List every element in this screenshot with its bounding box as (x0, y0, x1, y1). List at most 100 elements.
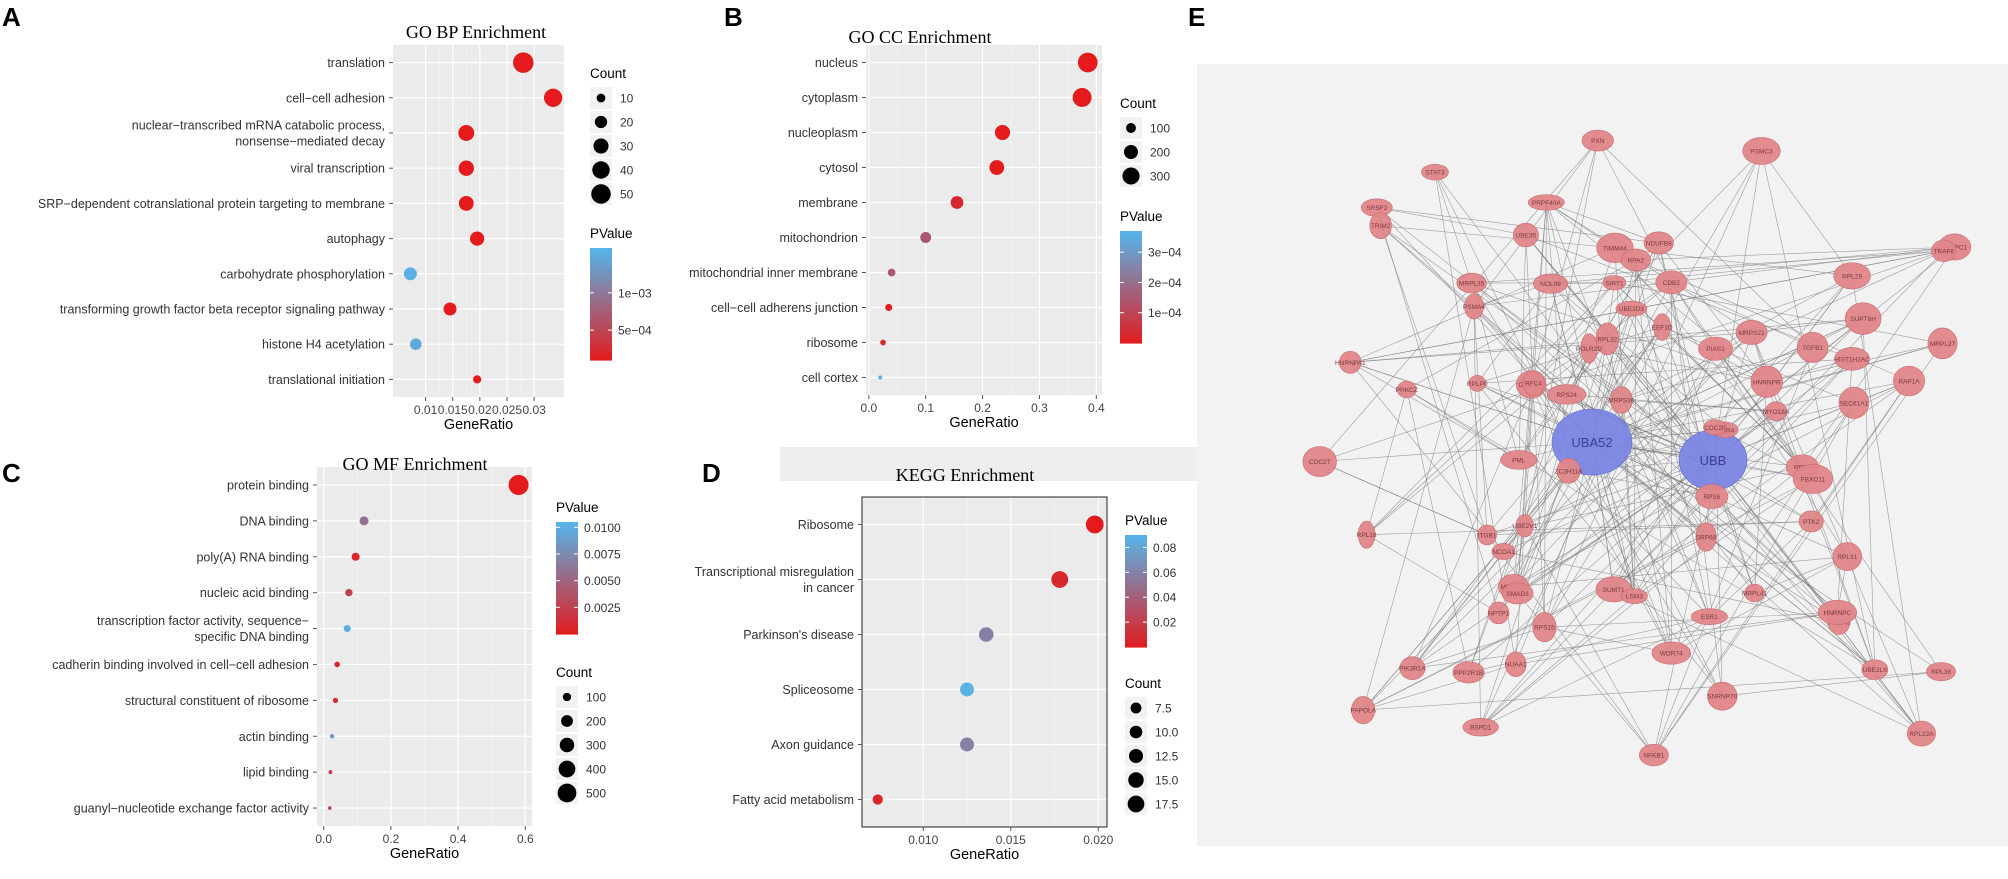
network-node: NDUFB8 (1643, 231, 1674, 255)
gene-node (1844, 302, 1882, 335)
colorbar-step (1125, 563, 1147, 567)
chart-title: GO BP Enrichment (406, 22, 546, 42)
network-edge (1621, 347, 1813, 401)
network-edge (1513, 140, 1599, 587)
colorbar-step (1125, 585, 1147, 589)
gene-node (1532, 612, 1557, 643)
y-tick-label: Spliceosome (782, 683, 854, 697)
network-edge (1473, 140, 1599, 307)
colorbar-step (1120, 247, 1142, 252)
data-point (920, 232, 932, 243)
data-point (543, 88, 563, 107)
y-tick-label-line: Axon guidance (771, 738, 854, 752)
colorbar-step (1125, 551, 1147, 556)
y-tick-label: Ribosome (798, 518, 854, 532)
data-point (443, 302, 457, 316)
colorbar-step (590, 292, 612, 297)
legend-size-key (561, 715, 573, 727)
network-edge (1754, 556, 1848, 594)
y-tick-label: Fatty acid metabolism (732, 793, 854, 807)
colorbar-step (590, 267, 612, 271)
node-label: PRKCZ (1396, 387, 1418, 394)
plot-panel (393, 45, 564, 397)
panel-label-e: E (1188, 2, 1206, 32)
legend-label: 400 (586, 763, 606, 777)
gene-node (1522, 370, 1545, 397)
data-point (989, 160, 1005, 175)
gene-node (1369, 212, 1392, 240)
node-label: UBA52 (1571, 435, 1612, 450)
colorbar-step (556, 620, 578, 624)
y-tick-label-line: protein binding (227, 478, 309, 492)
node-label: RPS15 (1534, 625, 1555, 632)
network-node: ITGB1 (1477, 524, 1497, 546)
colorbar-step (1120, 340, 1142, 344)
x-axis-label: GeneRatio (390, 846, 459, 862)
network-edge (1591, 242, 1660, 443)
network-edge (1568, 470, 1672, 654)
data-point (1072, 88, 1092, 107)
legend-size-key (591, 184, 611, 204)
colorbar-step (590, 273, 612, 277)
legend-size-key (1124, 145, 1138, 159)
colorbar-step (1125, 599, 1147, 603)
gene-node (1906, 720, 1936, 747)
gene-node (1357, 520, 1376, 549)
legend-size-key (1128, 772, 1144, 788)
colorbar-step (556, 622, 578, 627)
network-node: HNRNPA1 (1335, 351, 1366, 374)
network-edge (1412, 612, 1838, 669)
network-edge (1406, 389, 1875, 670)
y-tick-label: transforming growth factor beta receptor… (60, 303, 386, 317)
gene-node (1639, 743, 1669, 767)
colorbar-step (1120, 331, 1142, 336)
gene-node (1798, 510, 1824, 533)
network-node: PXN (1581, 129, 1614, 152)
y-tick-label: nucleoplasm (788, 126, 858, 140)
y-tick-label: actin binding (239, 730, 309, 744)
network-node: HNRNPR (1750, 365, 1783, 398)
network-node: NFKB1 (1639, 743, 1669, 767)
network-edge (1546, 202, 1635, 597)
node-label: PML (1512, 457, 1526, 464)
y-tick-label: Parkinson's disease (743, 628, 854, 642)
network-node: RPS15 (1532, 612, 1557, 643)
gene-node (1501, 582, 1534, 605)
y-tick-label-line: Fatty acid metabolism (732, 793, 854, 807)
gene-node (1615, 300, 1648, 317)
network-node: MRPL41 (1742, 583, 1768, 603)
network-edge (1350, 362, 1504, 552)
x-tick-label: 0.1 (917, 401, 934, 415)
colorbar-step (556, 608, 578, 613)
network-node: TRAF6 (1931, 239, 1957, 263)
y-tick-label: SRP−dependent cotranslational protein ta… (38, 197, 385, 211)
colorbar-step (1125, 577, 1147, 581)
network-edge (1635, 259, 1710, 617)
network-edge (1775, 411, 1876, 670)
colorbar-step (590, 304, 612, 308)
y-tick-label-line: carbohydrate phosphorylation (220, 267, 385, 281)
network-node: CDC20 (1703, 419, 1727, 436)
node-label: RPS6 (1703, 494, 1720, 501)
node-label: MRPS36 (1608, 398, 1634, 405)
network-node: MRPL27 (1927, 327, 1958, 360)
colorbar-step (590, 276, 612, 280)
colorbar-step (590, 337, 612, 341)
colorbar-step (1120, 242, 1142, 246)
y-tick-label-line: Parkinson's disease (743, 628, 854, 642)
colorbar-step (590, 253, 612, 257)
y-tick-label-line: Transcriptional misregulation (695, 565, 854, 579)
colorbar-step (590, 290, 612, 294)
network-edge (1761, 150, 1876, 670)
node-label: PSMA4 (1463, 304, 1485, 311)
node-label: RPA2 (1628, 257, 1645, 264)
colorbar-step (1125, 554, 1147, 558)
node-label: SEC61A1 (1840, 400, 1869, 407)
colorbar-step (1125, 602, 1147, 606)
x-tick-label: 0.010 (908, 833, 938, 847)
colorbar-step (1120, 295, 1142, 299)
y-tick-label-line: structural constituent of ribosome (125, 694, 309, 708)
colorbar-step (1125, 540, 1147, 544)
y-tick-label-line: in cancer (803, 581, 854, 595)
